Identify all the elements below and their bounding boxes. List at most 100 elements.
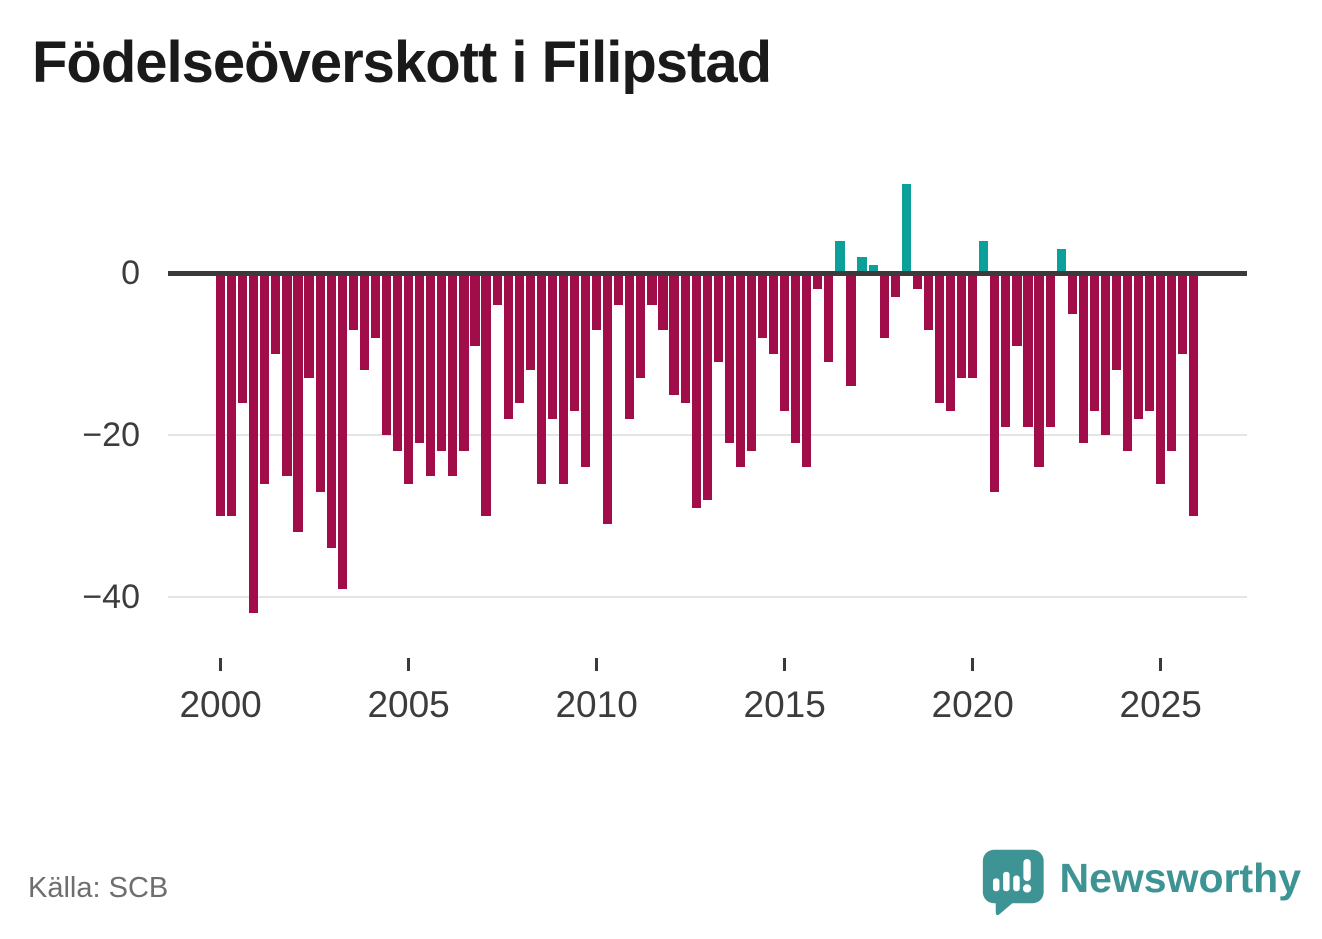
bar-negative xyxy=(824,273,834,363)
newsworthy-logo: Newsworthy xyxy=(981,844,1301,920)
bar-negative xyxy=(481,273,491,516)
y-tick-label: −40 xyxy=(82,578,140,616)
bar-negative xyxy=(381,273,392,435)
bar-negative xyxy=(680,273,690,403)
bar-negative xyxy=(315,273,325,492)
bar-negative xyxy=(614,273,624,306)
bar-negative xyxy=(580,273,591,468)
bar-negative xyxy=(238,273,248,403)
bar-negative xyxy=(1001,273,1011,427)
bar-negative xyxy=(1089,273,1099,411)
newsworthy-speech-bubble-barchart-icon xyxy=(982,849,1044,916)
bar-negative xyxy=(1189,273,1199,516)
x-tick-label: 2000 xyxy=(179,684,262,725)
bar-negative xyxy=(569,273,580,411)
bar-negative xyxy=(1045,273,1055,427)
bar-positive xyxy=(901,183,911,273)
bar-negative xyxy=(503,273,513,419)
bar-negative xyxy=(702,273,712,500)
bar-negative xyxy=(437,273,447,452)
bar-negative xyxy=(536,273,546,484)
bar-negative xyxy=(492,273,502,306)
bar-negative xyxy=(713,273,723,363)
bar-negative xyxy=(1122,273,1133,452)
bar-negative xyxy=(1156,273,1166,484)
bar-negative xyxy=(260,273,270,484)
bar-negative xyxy=(514,273,524,403)
plot-area xyxy=(168,168,1247,640)
newsworthy-logo-text: Newsworthy xyxy=(1059,854,1302,901)
bar-negative xyxy=(1023,273,1033,427)
bar-positive xyxy=(868,264,878,273)
bar-negative xyxy=(1067,273,1077,314)
bar-negative xyxy=(813,273,823,290)
x-tick-mark xyxy=(595,658,599,671)
bar-negative xyxy=(249,273,259,614)
bar-negative xyxy=(304,273,314,379)
bar-negative xyxy=(1133,273,1144,419)
bar-negative xyxy=(370,273,381,338)
x-tick-mark xyxy=(971,658,975,671)
bar-negative xyxy=(1078,273,1088,444)
bar-negative xyxy=(282,273,292,476)
bar-negative xyxy=(1145,273,1155,411)
bar-negative xyxy=(404,273,414,484)
bar-negative xyxy=(724,273,734,444)
bar-negative xyxy=(603,273,613,525)
bar-negative xyxy=(912,273,922,290)
y-tick-label: −20 xyxy=(82,416,140,454)
bar-negative xyxy=(890,273,900,298)
x-tick-label: 2005 xyxy=(367,684,450,725)
bar-negative xyxy=(636,273,646,379)
bar-negative xyxy=(846,273,856,387)
bar-negative xyxy=(359,273,369,371)
bar-negative xyxy=(647,273,657,306)
bar-negative xyxy=(326,273,336,549)
bar-negative xyxy=(1167,273,1177,452)
bar-negative xyxy=(293,273,303,533)
bar-negative xyxy=(337,273,347,589)
bar-negative xyxy=(934,273,945,403)
bar-negative xyxy=(1034,273,1044,468)
bar-negative xyxy=(415,273,425,444)
bar-negative xyxy=(558,273,569,484)
bar-negative xyxy=(271,273,281,354)
bar-negative xyxy=(525,273,535,371)
bar-negative xyxy=(459,273,469,452)
chart-title: Födelseöverskott i Filipstad xyxy=(32,30,772,95)
bar-negative xyxy=(945,273,956,411)
x-tick-label: 2020 xyxy=(931,684,1014,725)
bar-negative xyxy=(1100,273,1110,435)
bar-negative xyxy=(1178,273,1188,354)
bar-negative xyxy=(780,273,790,411)
bar-negative xyxy=(348,273,358,330)
bar-negative xyxy=(658,273,668,330)
x-tick-label: 2010 xyxy=(555,684,638,725)
bar-negative xyxy=(968,273,978,379)
bar-negative xyxy=(957,273,967,379)
bar-negative xyxy=(735,273,745,468)
bar-negative xyxy=(746,273,757,452)
gridline xyxy=(168,596,1247,598)
bar-negative xyxy=(392,273,403,452)
bar-negative xyxy=(625,273,635,419)
bar-negative xyxy=(990,273,1000,492)
bar-negative xyxy=(1012,273,1022,346)
zero-axis-line xyxy=(168,271,1247,276)
x-tick-mark xyxy=(1159,658,1163,671)
bar-negative xyxy=(426,273,436,476)
source-label: Källa: SCB xyxy=(28,872,169,904)
x-tick-mark xyxy=(219,658,223,671)
bar-positive xyxy=(835,240,845,273)
bar-negative xyxy=(1111,273,1122,371)
bar-negative xyxy=(923,273,934,330)
x-tick-label: 2015 xyxy=(743,684,826,725)
bar-negative xyxy=(227,273,237,516)
bar-negative xyxy=(769,273,779,354)
bar-negative xyxy=(757,273,768,338)
bar-negative xyxy=(691,273,701,508)
bar-positive xyxy=(857,256,867,273)
bar-negative xyxy=(216,273,226,516)
bar-negative xyxy=(448,273,458,476)
bar-negative xyxy=(547,273,557,419)
